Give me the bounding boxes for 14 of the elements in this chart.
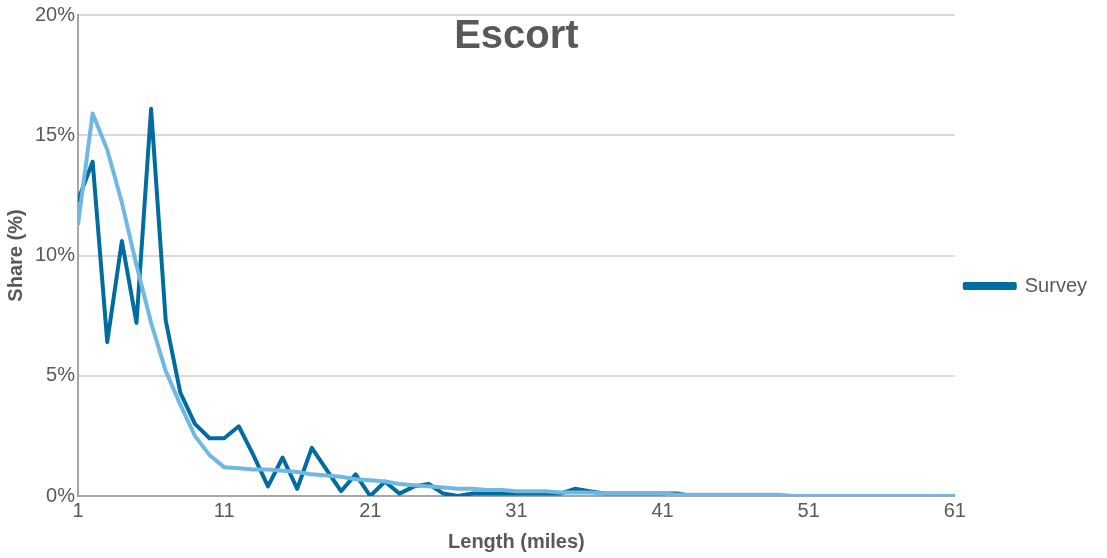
x-tick-label: 41 <box>651 498 674 521</box>
x-axis-title: Length (miles) <box>448 529 585 552</box>
x-tick-label: 21 <box>359 498 382 521</box>
y-axis-title: Share (%) <box>3 209 26 302</box>
y-tick-label: 5% <box>46 363 76 386</box>
y-tick-label: 15% <box>35 122 76 145</box>
x-tick-label: 51 <box>797 498 820 521</box>
x-tick-label: 61 <box>943 498 966 521</box>
y-tick-label: 10% <box>35 243 76 266</box>
x-tick-label: 11 <box>213 498 235 521</box>
chart-title: Escort <box>454 12 579 57</box>
x-tick-label: 31 <box>505 498 528 521</box>
y-tick-label: 20% <box>35 2 76 25</box>
legend-label: Survey <box>1024 273 1087 296</box>
